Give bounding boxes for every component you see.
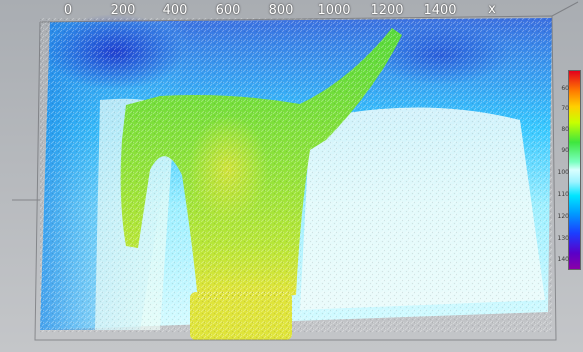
x-tick-label: 1200 [370,3,404,18]
x-tick-label: 1000 [317,3,351,18]
axes-bounding-box [12,1,579,341]
x-tick-label: 800 [268,3,294,18]
colorbar-tick-label: 70 [561,105,569,112]
x-tick-label: 600 [215,3,241,18]
colorbar [568,70,581,270]
colorbar-tick-label: 80 [561,126,569,133]
x-tick-label: 1400 [423,3,457,18]
x-axis-name: x [488,2,496,17]
x-tick-label: 0 [63,3,73,18]
colorbar-tick-label: 60 [561,85,569,92]
colorbar-tick-label: 90 [561,147,569,154]
x-tick-label: 400 [162,3,188,18]
colorbar-tick-label: 140 [557,256,569,263]
colorbar-tick-label: 130 [557,235,569,242]
colorbar-tick-label: 120 [557,213,569,220]
x-tick-label: 200 [110,3,136,18]
colorbar-tick-label: 110 [557,191,569,198]
colorbar-tick-label: 100 [557,169,569,176]
detected-object-region [120,28,403,340]
